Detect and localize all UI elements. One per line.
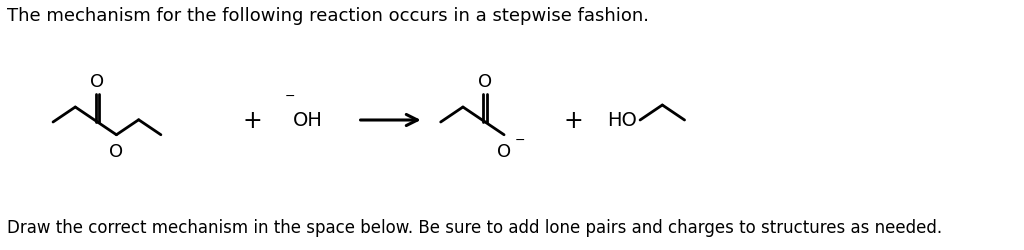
Text: Draw the correct mechanism in the space below. Be sure to add lone pairs and cha: Draw the correct mechanism in the space … <box>7 218 942 236</box>
Text: +: + <box>563 108 584 132</box>
Text: HO: HO <box>607 111 638 130</box>
Text: O: O <box>478 73 493 91</box>
Text: −: − <box>515 134 525 147</box>
Text: O: O <box>110 142 124 160</box>
Text: OH: OH <box>293 111 323 130</box>
Text: O: O <box>90 73 104 91</box>
Text: +: + <box>243 108 262 132</box>
Text: The mechanism for the following reaction occurs in a stepwise fashion.: The mechanism for the following reaction… <box>7 7 649 25</box>
Text: −: − <box>285 89 295 102</box>
Text: O: O <box>497 142 511 160</box>
